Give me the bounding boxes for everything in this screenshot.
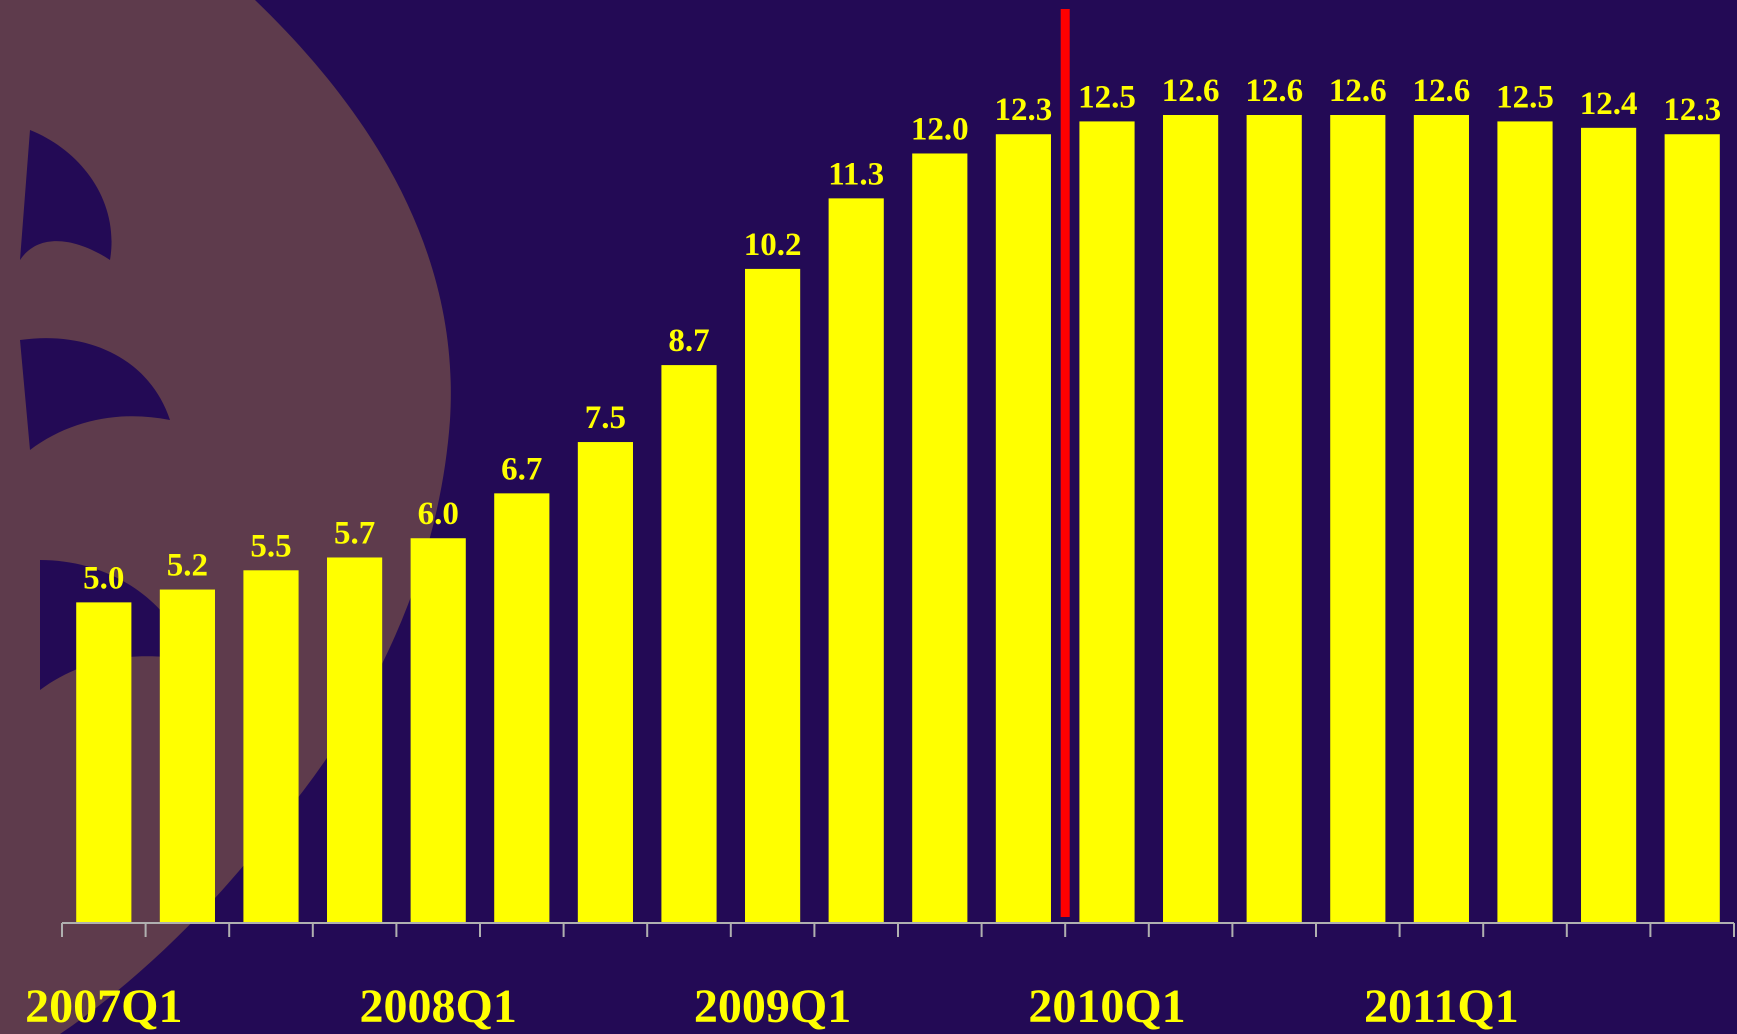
bar bbox=[745, 268, 801, 923]
x-tick-label: 2011Q1 bbox=[1364, 980, 1519, 1033]
value-label: 12.6 bbox=[1245, 73, 1303, 109]
bar bbox=[76, 602, 132, 923]
bar bbox=[1664, 134, 1720, 923]
value-label: 11.3 bbox=[828, 156, 884, 192]
bar bbox=[1330, 115, 1386, 923]
bar bbox=[410, 538, 466, 923]
x-tick-label: 2008Q1 bbox=[360, 980, 517, 1033]
bar bbox=[1163, 115, 1219, 923]
value-label: 12.3 bbox=[1663, 92, 1721, 128]
bar bbox=[1497, 121, 1553, 923]
x-tick-label: 2010Q1 bbox=[1028, 980, 1185, 1033]
bar bbox=[327, 557, 383, 923]
value-label: 12.6 bbox=[1413, 73, 1471, 109]
bar bbox=[912, 153, 968, 923]
bar bbox=[1079, 121, 1135, 923]
value-label: 12.6 bbox=[1162, 73, 1220, 109]
value-label: 12.5 bbox=[1496, 79, 1554, 115]
value-label: 12.3 bbox=[995, 92, 1053, 128]
bar bbox=[1246, 115, 1302, 923]
bar bbox=[494, 493, 550, 923]
value-label: 5.7 bbox=[334, 515, 375, 551]
bar bbox=[828, 198, 884, 923]
x-tick-label: 2009Q1 bbox=[694, 980, 851, 1033]
value-label: 5.5 bbox=[250, 528, 291, 564]
value-label: 8.7 bbox=[668, 323, 709, 359]
bar bbox=[577, 442, 633, 923]
value-label: 7.5 bbox=[585, 400, 626, 436]
bar bbox=[243, 570, 299, 923]
value-label: 5.0 bbox=[83, 560, 124, 596]
value-label: 6.7 bbox=[501, 451, 542, 487]
bar bbox=[995, 134, 1051, 923]
value-label: 12.4 bbox=[1580, 86, 1638, 122]
value-label: 12.5 bbox=[1078, 79, 1136, 115]
value-label: 10.2 bbox=[744, 227, 802, 263]
value-label: 6.0 bbox=[418, 496, 459, 532]
bar bbox=[1413, 115, 1469, 923]
bar bbox=[661, 365, 717, 924]
bar bbox=[159, 589, 215, 923]
value-label: 12.6 bbox=[1329, 73, 1387, 109]
value-label: 5.2 bbox=[167, 548, 208, 584]
x-tick-label: 2007Q1 bbox=[25, 980, 182, 1033]
bar bbox=[1581, 127, 1637, 924]
value-label: 12.0 bbox=[911, 111, 969, 147]
